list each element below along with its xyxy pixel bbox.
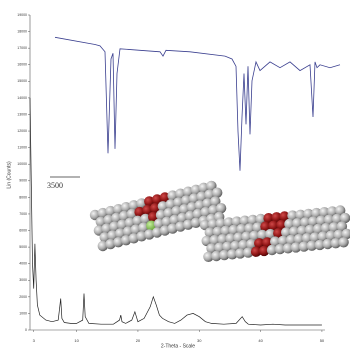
y-tick-label: 11000 bbox=[18, 146, 28, 150]
y-tick-label: 9000 bbox=[19, 179, 27, 183]
x-tick-label: 3 bbox=[33, 338, 36, 343]
y-tick-label: 18000 bbox=[17, 30, 27, 34]
y-tick-label: 12000 bbox=[17, 129, 27, 133]
atom bbox=[216, 203, 226, 213]
y-tick-label: 15000 bbox=[17, 79, 27, 83]
x-tick-label: 30 bbox=[197, 338, 202, 343]
y-tick-label: 5000 bbox=[19, 245, 27, 249]
y-tick-label: 7000 bbox=[19, 212, 27, 216]
y-tick-label: 8000 bbox=[19, 195, 27, 199]
y-axis-label: Lin (Counts) bbox=[6, 161, 12, 189]
y-tick-label: 0 bbox=[25, 328, 27, 332]
data-line bbox=[55, 37, 340, 170]
y-tick-label: 19000 bbox=[17, 13, 27, 17]
figure: Lin (Counts) 2-Theta - Scale 0 1000 2000 30… bbox=[0, 0, 350, 350]
y-tick-label: 14000 bbox=[17, 96, 27, 100]
atom bbox=[212, 188, 222, 198]
y-tick-label: 1000 bbox=[19, 311, 27, 315]
x-tick-label: 10 bbox=[74, 338, 79, 343]
y-tick-label: 13000 bbox=[17, 112, 27, 116]
annotation: 3500 bbox=[47, 181, 63, 190]
y-tick-label: 10000 bbox=[17, 162, 27, 166]
y-tick-label: 16000 bbox=[17, 63, 27, 67]
x-tick-label: 40 bbox=[258, 338, 263, 343]
y-tick-label: 4000 bbox=[19, 262, 27, 266]
x-tick-label: 20 bbox=[136, 338, 141, 343]
y-tick-label: 17000 bbox=[17, 46, 27, 50]
x-tick-label: 50 bbox=[320, 338, 325, 343]
y-tick-label: 2000 bbox=[19, 295, 27, 299]
x-axis-label: 2-Theta - Scale bbox=[161, 343, 195, 349]
molecule-model bbox=[90, 181, 350, 262]
atom bbox=[338, 237, 348, 247]
y-tick-label: 3000 bbox=[19, 278, 27, 282]
y-tick-label: 6000 bbox=[19, 228, 27, 232]
